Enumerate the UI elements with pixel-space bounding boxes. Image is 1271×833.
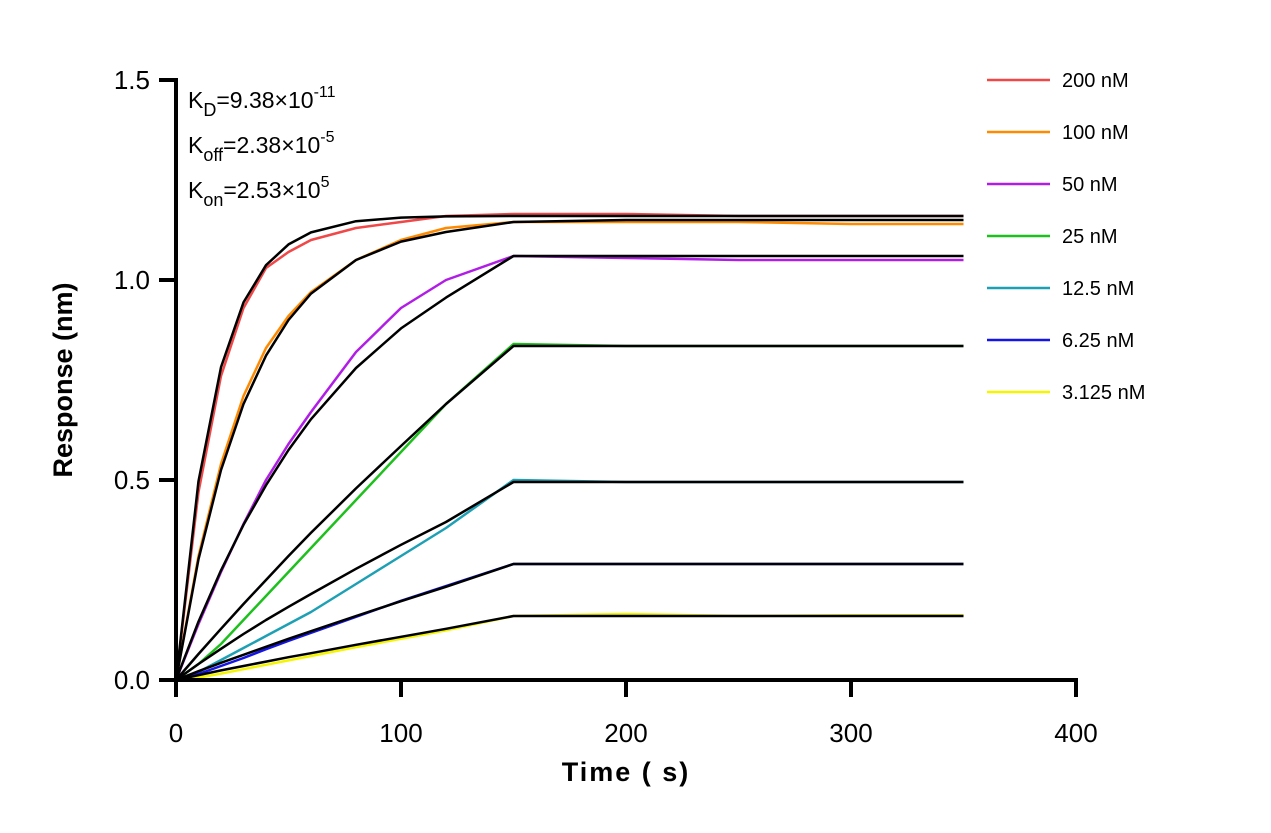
annotation-line: Kon=2.53×105 bbox=[188, 174, 330, 210]
annotation-main: K bbox=[188, 132, 204, 158]
x-tick-label: 400 bbox=[1054, 718, 1097, 748]
annotation-exp: 5 bbox=[321, 174, 330, 191]
annotation-sub: off bbox=[203, 145, 224, 165]
x-axis-label: Time ( s) bbox=[562, 757, 691, 787]
y-tick-label: 0.0 bbox=[114, 665, 150, 695]
annotation-line: KD=9.38×10-11 bbox=[188, 84, 336, 120]
annotation-main: K bbox=[188, 177, 204, 203]
data-curve-25-nM bbox=[175, 342, 964, 682]
legend-label: 200 nM bbox=[1062, 70, 1129, 92]
x-tick-label: 0 bbox=[169, 718, 183, 748]
annotation-sub: on bbox=[203, 190, 223, 210]
data-curve-3.125-nM bbox=[175, 612, 964, 682]
annotation-value: =2.38×10 bbox=[223, 132, 320, 158]
data-curve-12.5-nM bbox=[175, 478, 964, 682]
legend-label: 50 nM bbox=[1062, 174, 1118, 196]
fit-curve-6.25-nM bbox=[175, 562, 964, 682]
annotation-value: =2.53×10 bbox=[223, 177, 320, 203]
x-tick-label: 100 bbox=[379, 718, 422, 748]
legend-label: 100 nM bbox=[1062, 122, 1129, 144]
annotation-sub: D bbox=[203, 100, 216, 120]
fit-curve-200-nM bbox=[174, 214, 964, 681]
y-tick-label: 1.5 bbox=[114, 65, 150, 95]
annotation-exp: -5 bbox=[320, 129, 334, 146]
data-curve-200-nM bbox=[174, 212, 964, 681]
y-tick-label: 1.0 bbox=[114, 265, 150, 295]
y-tick-label: 0.5 bbox=[114, 465, 150, 495]
axes bbox=[174, 78, 1078, 682]
legend-label: 3.125 nM bbox=[1062, 382, 1145, 404]
fit-curve-50-nM bbox=[174, 254, 964, 681]
annotation-exp: -11 bbox=[314, 84, 336, 101]
x-tick-label: 200 bbox=[604, 718, 647, 748]
fit-curve-100-nM bbox=[174, 218, 964, 681]
series-layer bbox=[174, 212, 964, 682]
fit-curve-25-nM bbox=[175, 344, 964, 681]
annotation-value: =9.38×10 bbox=[216, 87, 313, 113]
fit-curve-3.125-nM bbox=[175, 614, 964, 682]
data-curve-100-nM bbox=[174, 220, 964, 681]
y-axis-label: Response (nm) bbox=[48, 282, 78, 477]
annotation-main: K bbox=[188, 87, 204, 113]
legend-label: 12.5 nM bbox=[1062, 278, 1134, 300]
legend-label: 25 nM bbox=[1062, 226, 1118, 248]
legend-label: 6.25 nM bbox=[1062, 330, 1134, 352]
legend: 200 nM 100 nM 50 nM 25 nM 12.5 nM 6.25 nM 3.12… bbox=[987, 70, 1145, 404]
annotation-line: Koff=2.38×10-5 bbox=[188, 129, 335, 165]
ticks: 0 100 200 300 400 0.0 0.5 1.0 1.5 bbox=[114, 65, 1098, 748]
fit-curve-12.5-nM bbox=[175, 480, 964, 682]
x-tick-label: 300 bbox=[829, 718, 872, 748]
